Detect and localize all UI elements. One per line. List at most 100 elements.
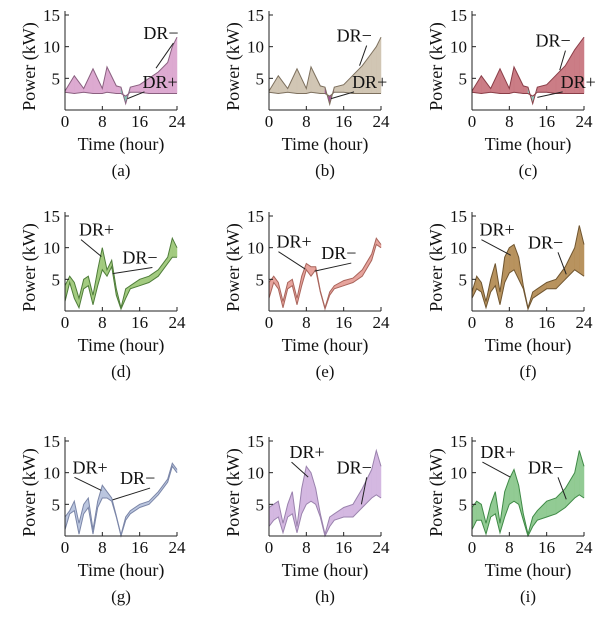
dr-plus-annotation: DR+ xyxy=(479,220,514,240)
adjusted-load-line xyxy=(471,450,585,535)
dr-plus-annotation: DR+ xyxy=(480,442,515,462)
annotation-leader-line xyxy=(112,487,151,501)
dr-band xyxy=(287,491,293,518)
x-tick-label: 24 xyxy=(576,313,594,332)
dr-band xyxy=(273,275,279,290)
y-tick-label: 5 xyxy=(459,270,468,289)
x-tick-label: 16 xyxy=(538,313,555,332)
x-axis-label: Time (hour) xyxy=(485,335,572,356)
dr-band xyxy=(574,225,580,274)
annotation-leader-line xyxy=(482,461,511,478)
y-tick-label: 15 xyxy=(450,6,467,25)
annotation-leader-line xyxy=(330,91,355,100)
x-tick-label: 0 xyxy=(61,112,70,131)
x-tick-label: 24 xyxy=(169,538,187,557)
baseline-load-line xyxy=(471,494,585,538)
annotation-leader-line xyxy=(481,239,511,256)
y-tick-label: 15 xyxy=(247,207,264,226)
adjusted-load-line xyxy=(268,448,382,535)
x-tick-label: 0 xyxy=(468,313,477,332)
x-axis-label: Time (hour) xyxy=(485,134,572,155)
dr-band xyxy=(310,66,321,94)
dr-band xyxy=(546,74,557,94)
y-tick-label: 5 xyxy=(459,69,468,88)
x-tick-label: 16 xyxy=(538,112,555,131)
dr-minus-annotation: DR− xyxy=(528,232,563,252)
x-tick-label: 16 xyxy=(335,313,352,332)
x-axis-label: Time (hour) xyxy=(282,560,369,581)
y-tick-label: 10 xyxy=(43,464,60,483)
x-tick-label: 0 xyxy=(265,313,274,332)
y-axis-label: Power (kW) xyxy=(426,448,447,536)
dr-band xyxy=(574,450,580,499)
x-axis-label: Time (hour) xyxy=(282,134,369,155)
x-axis-label: Time (hour) xyxy=(78,560,165,581)
y-axis-label: Power (kW) xyxy=(426,22,447,110)
adjusted-load-line xyxy=(268,237,382,310)
dr-plus-annotation: DR+ xyxy=(79,220,114,240)
annotation-leader-line xyxy=(291,461,309,478)
panel-label: (a) xyxy=(112,161,131,180)
dr-band xyxy=(490,491,496,518)
x-axis-label: Time (hour) xyxy=(78,134,165,155)
x-tick-label: 16 xyxy=(131,538,148,557)
y-tick-label: 10 xyxy=(247,38,264,57)
y-tick-label: 5 xyxy=(52,69,61,88)
annotation-leader-line xyxy=(314,262,352,272)
dr-minus-annotation: DR− xyxy=(321,243,356,263)
x-tick-label: 0 xyxy=(61,313,70,332)
x-tick-label: 24 xyxy=(373,313,391,332)
y-tick-label: 10 xyxy=(247,239,264,258)
y-tick-label: 5 xyxy=(459,495,468,514)
annotation-leader-line xyxy=(127,91,145,100)
dr-minus-annotation: DR− xyxy=(337,457,372,477)
y-tick-label: 10 xyxy=(450,38,467,57)
x-tick-label: 16 xyxy=(131,112,148,131)
dr-band xyxy=(106,66,117,94)
y-axis-label: Power (kW) xyxy=(223,22,244,110)
dr-plus-annotation: DR+ xyxy=(561,72,596,92)
x-axis-label: Time (hour) xyxy=(282,335,369,356)
dr-minus-annotation: DR− xyxy=(122,248,157,268)
annotation-leader-line xyxy=(155,42,174,69)
x-tick-label: 24 xyxy=(576,538,594,557)
y-axis-label: Power (kW) xyxy=(19,448,40,536)
dr-band xyxy=(537,282,547,296)
panel-label: (h) xyxy=(315,587,335,606)
x-tick-label: 8 xyxy=(505,538,514,557)
x-tick-label: 0 xyxy=(61,538,70,557)
y-tick-label: 5 xyxy=(52,495,61,514)
adjusted-load-line xyxy=(64,462,178,535)
y-tick-label: 15 xyxy=(43,432,60,451)
y-tick-label: 5 xyxy=(256,270,265,289)
annotation-leader-line xyxy=(74,476,102,491)
adjusted-load-line xyxy=(471,36,585,106)
panel-label: (e) xyxy=(316,362,335,381)
panel-label: (i) xyxy=(520,587,536,606)
x-tick-label: 8 xyxy=(302,313,311,332)
annotation-leader-line xyxy=(360,477,368,505)
y-axis-label: Power (kW) xyxy=(19,22,40,110)
dr-band xyxy=(509,244,515,274)
dr-band xyxy=(513,469,519,505)
dr-minus-annotation: DR− xyxy=(337,26,372,46)
annotation-leader-line xyxy=(559,50,566,71)
x-tick-label: 24 xyxy=(169,112,187,131)
dr-minus-annotation: DR− xyxy=(120,468,155,488)
annotation-leader-line xyxy=(359,45,368,66)
x-tick-label: 24 xyxy=(373,112,391,131)
x-axis-label: Time (hour) xyxy=(78,335,165,356)
x-tick-label: 8 xyxy=(302,112,311,131)
dr-band xyxy=(158,256,168,277)
y-axis-label: Power (kW) xyxy=(19,223,40,311)
annotation-leader-line xyxy=(112,267,153,275)
x-tick-label: 0 xyxy=(468,112,477,131)
x-tick-label: 8 xyxy=(505,313,514,332)
x-tick-label: 0 xyxy=(265,112,274,131)
x-tick-label: 8 xyxy=(302,538,311,557)
dr-plus-annotation: DR+ xyxy=(290,442,325,462)
